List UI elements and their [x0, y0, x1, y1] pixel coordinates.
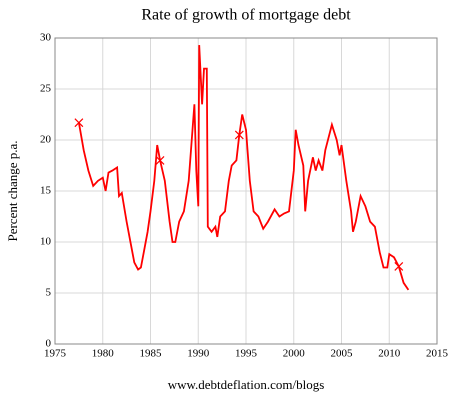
x-tick-label: 2000 — [283, 348, 306, 360]
x-tick-label: 1985 — [140, 348, 163, 360]
marker — [74, 118, 84, 128]
line — [78, 45, 410, 291]
x-tick-label: 2015 — [426, 348, 449, 360]
y-tick-label: 15 — [40, 185, 52, 197]
x-tick-label: 1980 — [92, 348, 115, 360]
y-tick-label: 25 — [40, 83, 52, 95]
y-tick-label: 5 — [46, 287, 52, 299]
marker — [394, 262, 404, 271]
x-tick-label: 1975 — [44, 348, 67, 360]
plot-frame — [54, 37, 438, 345]
x-tick-label: 1990 — [187, 348, 210, 360]
y-tick-label: 30 — [40, 32, 52, 44]
footer: www.debtdeflation.com/blogs — [168, 377, 325, 392]
x-tick-label: 1995 — [235, 348, 258, 360]
y-axis-label: Percent change p.a. — [5, 140, 20, 241]
marker — [155, 155, 165, 165]
marker — [234, 130, 244, 140]
y-tick-label: 0 — [46, 338, 52, 350]
x-tick-label: 2010 — [378, 348, 401, 360]
chart-title: Rate of growth of mortgage debt — [141, 7, 351, 24]
y-tick-label: 10 — [40, 236, 52, 248]
y-tick-label: 20 — [40, 134, 52, 146]
x-tick-label: 2005 — [331, 348, 354, 360]
